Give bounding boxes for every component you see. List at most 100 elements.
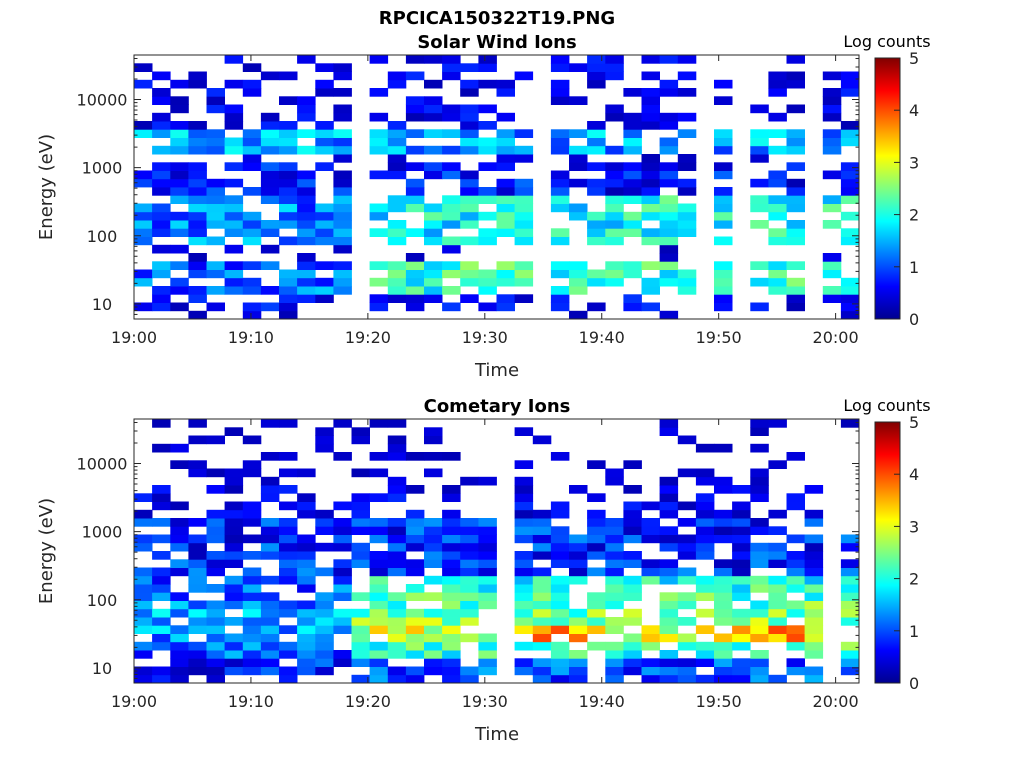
spectrogram-cell — [786, 501, 805, 511]
x-tick-label: 19:00 — [111, 328, 157, 347]
spectrogram-cell — [659, 310, 679, 320]
spectrogram-cell — [478, 600, 497, 610]
spectrogram-cell — [188, 608, 207, 618]
spectrogram-cell — [260, 419, 280, 428]
spectrogram-cell — [206, 584, 225, 593]
spectrogram-cell — [514, 195, 534, 204]
spectrogram-cell — [260, 526, 280, 535]
spectrogram-cell — [297, 617, 316, 626]
spectrogram-cell — [242, 145, 262, 155]
spectrogram-cell — [786, 228, 805, 237]
spectrogram-cell — [152, 261, 171, 270]
spectrogram-cell — [242, 286, 262, 295]
spectrogram-cell — [786, 633, 805, 643]
spectrogram-cell — [840, 170, 860, 180]
spectrogram-cell — [387, 600, 407, 610]
spectrogram-cell — [514, 592, 534, 601]
spectrogram-cell — [695, 501, 715, 511]
spectrogram-cell — [387, 277, 407, 287]
spectrogram-cell — [279, 145, 298, 155]
spectrogram-cell — [714, 96, 733, 105]
spectrogram-cell — [840, 666, 860, 676]
spectrogram-cell — [333, 584, 352, 593]
spectrogram-cell — [424, 55, 443, 64]
spectrogram-cell — [659, 55, 679, 64]
spectrogram-cell — [695, 509, 715, 519]
spectrogram-cell — [768, 112, 787, 122]
spectrogram-cell — [550, 178, 570, 188]
spectrogram-cell — [641, 162, 660, 171]
spectrogram-cell — [587, 592, 606, 601]
spectrogram-cell — [405, 617, 425, 626]
spectrogram-cell — [786, 236, 805, 246]
spectrogram-cell — [188, 236, 207, 246]
spectrogram-cell — [786, 658, 805, 667]
spectrogram-cell — [297, 178, 316, 188]
spectrogram-cell — [315, 286, 334, 295]
colorbar-cometary: Log counts 0 1 2 3 4 5 — [843, 396, 930, 693]
spectrogram-cell — [260, 121, 280, 130]
spectrogram-cell — [659, 493, 679, 502]
spectrogram-cell — [587, 187, 606, 196]
spectrogram-cell — [405, 559, 425, 568]
spectrogram-cell — [188, 145, 207, 155]
spectrogram-cell — [750, 625, 769, 634]
spectrogram-cell — [659, 501, 679, 511]
spectrogram-cell — [677, 112, 697, 122]
spectrogram-cell — [532, 435, 552, 445]
spectrogram-cell — [569, 96, 588, 105]
spectrogram-cell — [659, 244, 679, 254]
spectrogram-cell — [677, 658, 697, 667]
spectrogram-cell — [641, 96, 660, 105]
spectrogram-cell — [242, 625, 262, 634]
spectrogram-cell — [605, 187, 624, 196]
spectrogram-cell — [732, 567, 751, 577]
panel-title-cometary: Cometary Ions — [424, 396, 571, 417]
spectrogram-cell — [569, 277, 588, 287]
spectrogram-cell — [242, 658, 262, 667]
spectrogram-cell — [460, 575, 479, 585]
spectrogram-cell — [442, 302, 461, 312]
spectrogram-cell — [786, 302, 805, 312]
spectrogram-cell — [333, 112, 352, 122]
spectrogram-cell — [822, 137, 842, 147]
spectrogram-cell — [405, 104, 425, 114]
spectrogram-cell — [514, 277, 534, 287]
spectrogram-cell — [569, 633, 588, 643]
spectrogram-cell — [315, 526, 334, 535]
spectrogram-cell — [424, 551, 443, 560]
spectrogram-cell — [460, 277, 479, 287]
spectrogram-cell — [605, 468, 624, 478]
spectrogram-cell — [279, 501, 298, 511]
spectrogram-cell — [641, 187, 660, 196]
spectrogram-cell — [750, 485, 769, 494]
spectrogram-cell — [840, 211, 860, 221]
spectrogram-cell — [297, 211, 316, 221]
spectrogram-cell — [641, 302, 660, 312]
y-axis-label-cometary: Energy (eV) — [36, 498, 57, 604]
spectrogram-cell — [170, 658, 189, 667]
spectrogram-cell — [387, 137, 407, 147]
spectrogram-cell — [260, 493, 280, 502]
spectrogram-cell — [587, 228, 606, 237]
spectrogram-cell — [170, 162, 189, 171]
spectrogram-cell — [750, 658, 769, 667]
spectrogram-cell — [605, 617, 624, 626]
spectrogram-cell — [224, 658, 244, 667]
spectrogram-cell — [260, 641, 280, 651]
spectrogram-cell — [405, 187, 425, 196]
spectrogram-cell — [677, 154, 697, 163]
spectrogram-cell — [587, 162, 606, 171]
spectrogram-cell — [442, 493, 461, 502]
spectrogram-cell — [297, 608, 316, 618]
spectrogram-cell — [750, 608, 769, 618]
spectrogram-cell — [369, 658, 389, 667]
spectrogram-cell — [369, 493, 389, 502]
spectrogram-cell — [732, 542, 751, 552]
spectrogram-cell — [750, 443, 769, 453]
spectrogram-cell — [260, 452, 280, 461]
spectrogram-cell — [514, 236, 534, 246]
spectrogram-cell — [496, 211, 515, 221]
spectrogram-cell — [424, 650, 443, 659]
spectrogram-cell — [822, 88, 842, 97]
